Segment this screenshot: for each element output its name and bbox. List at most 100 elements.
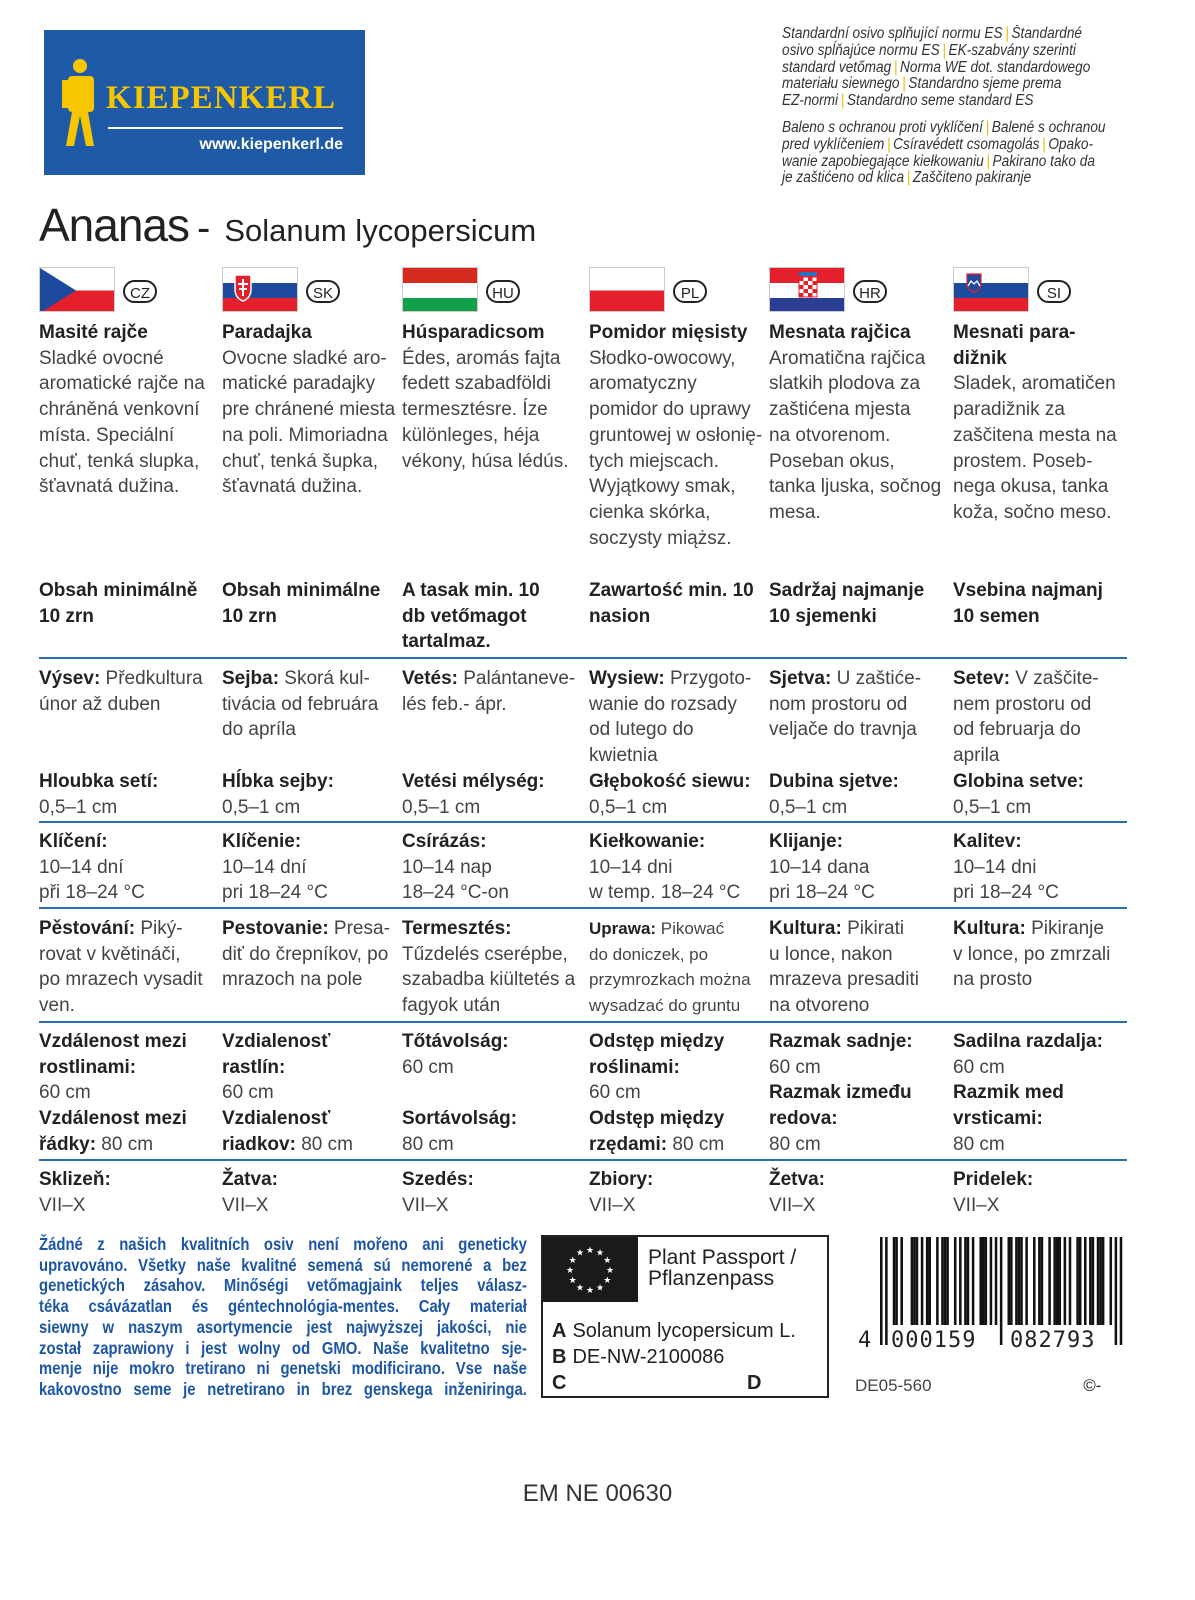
eu-star-icon: ★ [603,1275,611,1285]
standards-text: osivo spĺňajúce normu ES [782,41,940,59]
germination-value: 10–14 dana pri 18–24 °C [769,856,875,904]
harvest-value: VII–X [769,1194,816,1216]
standards-text: Norma WE dot. standardowego [900,58,1091,76]
sowing-value: V zaščite- nem prostoru od od februarja … [953,668,1099,767]
eu-star-icon: ★ [576,1282,584,1292]
barcode-bar [1076,1237,1079,1325]
germination-value: 10–14 nap 18–24 °C-on [402,856,509,904]
harvest: Sklizeň: VII–X [39,1167,111,1218]
plant-spacing-label: Vzdialenosť rastlín: [222,1031,331,1078]
variety-local-name: Pomidor mięsisty [589,322,748,343]
germination-label: Klijanje: [769,831,843,852]
cultivation-value: Presa- diť do črepníkov, po mrazoch na p… [222,918,390,991]
spacing: Vzdálenost mezi rostlinami: 60 cm Vzdálen… [39,1029,187,1158]
plant-spacing: Tőtávolság: 60 cm [402,1029,517,1080]
separator: | [985,118,990,136]
row-spacing-value: 80 cm [769,1133,821,1155]
seed-count: A tasak min. 10 db vetőmagot tartalmaz. [402,580,540,653]
variety-local-name: Paradajka [222,322,312,343]
language-column-si: SI Mesnati para- dižnik Sladek, aromatičen… [953,0,1138,1230]
plant-spacing-label: Sadilna razdalja: [953,1031,1103,1052]
row-spacing: Razmik med vrsticami: 80 cm [953,1080,1103,1157]
cultivation-value: Tűzdelés cserépbe, szabadba kiültetés a … [402,943,576,1017]
barcode-bar [895,1237,898,1325]
divider [39,821,1127,823]
product-description: Mesnati para- dižnik Sladek, aromatičen p… [953,320,1117,526]
row-spacing-value: 80 cm [96,1133,154,1155]
sowing-depth: Dubina sjetve: 0,5–1 cm [769,769,899,820]
divider [39,657,1127,659]
separator: | [986,152,990,170]
standards-text: EK-szabvány szerinti [948,41,1076,59]
cultivation-label: Pěstování: [39,918,136,939]
germination: Csírázás: 10–14 nap 18–24 °C-on [402,829,509,906]
sowing-depth: Globina setve: 0,5–1 cm [953,769,1084,820]
barcode-bar [971,1237,975,1325]
barcode-bar [1020,1237,1023,1325]
standards-text: Zaščiteno pakiranje [912,169,1032,187]
flag-sk-icon [222,267,298,312]
harvest: Szedés: VII–X [402,1167,474,1218]
row-spacing-label: Razmak između redova: [769,1082,912,1130]
sowing: Sejba: Skorá kul- tivácia od februára do… [222,666,378,743]
barcode-bar [1017,1237,1021,1325]
germination-value: 10–14 dni pri 18–24 °C [953,856,1059,904]
passport-row-d: D [747,1372,767,1395]
plant-spacing: Sadilna razdalja: 60 cm [953,1029,1103,1080]
standards-line: standard vetőmag | Norma WE dot. standardo… [782,58,1127,77]
plant-spacing-label: Razmak sadnje: [769,1031,913,1052]
gmo-notice-line: téka csávázatlan és géntechnológia-mente… [39,1296,527,1317]
variety-name: Ananas [39,199,190,251]
barcode-bar [1058,1237,1062,1325]
product-description: Masité rajče Sladké ovocné aromatické raj… [39,320,205,500]
separator: | [840,92,845,110]
barcode-left-digits: 000159 [891,1328,976,1352]
standards-line: Baleno s ochranou proti vyklíčení | Balené… [782,118,1127,137]
cultivation-value: Piký- rovat v květináči, po mrazech vysa… [39,918,203,1017]
lot-code: DE05-560 [855,1376,932,1395]
description-text: Ovocne sladké aro- matické paradajky pre… [222,347,396,498]
barcode-bar [1101,1237,1105,1325]
barcode-bar [1091,1237,1095,1325]
sowing-depth-label: Vetési mélység: [402,771,545,792]
plant-spacing-label: Tőtávolság: [402,1031,509,1052]
barcode-bar [1096,1237,1100,1325]
variety-local-name: Húsparadicsom [402,322,545,343]
harvest-label: Sklizeň: [39,1169,111,1190]
standards-text: standard vetőmag [782,58,892,76]
barcode-bar [1119,1237,1123,1345]
barcode-bar [880,1237,883,1345]
standards-text: EZ-normi [782,92,839,110]
sowing-value: Palántaneve- lés feb.- ápr. [402,668,576,715]
row-spacing-label: Razmik med vrsticami: [953,1082,1064,1130]
separator: | [1042,135,1046,153]
language-column-cz: CZ Masité rajče Sladké ovocné aromatické r… [39,0,224,1230]
description-text: Aromatična rajčica slatkih plodova za za… [769,347,942,523]
row-spacing-label: Vzdialenosť riadkov: [222,1108,331,1155]
flag-si-icon [953,267,1029,312]
plant-spacing: Razmak sadnje: 60 cm [769,1029,913,1080]
sowing-depth-value: 0,5–1 cm [769,796,848,818]
barcode-bar [1053,1237,1056,1325]
language-column-hu: HU Húsparadicsom Édes, aromás fajta fedett… [402,0,587,1230]
eu-star-icon: ★ [603,1255,611,1265]
plant-spacing-value: 60 cm [953,1056,1005,1078]
standards-line: je zaštićeno od klica | Zaščiteno pakiranj… [782,169,1127,187]
product-description: Pomidor mięsisty Słodko-owocowy, aromatyc… [589,320,762,551]
barcode-bar [979,1237,982,1325]
row-key: B [552,1346,567,1368]
plant-spacing-value: 60 cm [769,1056,821,1078]
barcode-bar [1007,1237,1011,1325]
gmo-notice-line: Žádné z našich kvalitních osiv není moře… [39,1234,527,1254]
standards-text: pred vyklíčeniem [782,135,885,153]
cultivation-value: Pikirati u lonce, nakon mrazeva presadit… [769,918,919,1017]
standards-text: Baleno s ochranou proti vyklíčení [782,118,983,136]
cultivation: Kultura: Pikiranje v lonce, po zmrzali n… [953,916,1110,993]
barcode-bar [1063,1237,1067,1325]
eu-star-icon: ★ [569,1255,577,1265]
barcode-bar [982,1237,985,1325]
eu-star-icon: ★ [596,1282,604,1292]
kiepenkerl-logo: KIEPENKERL www.kiepenkerl.de [44,30,365,175]
germination-value: 10–14 dní pri 18–24 °C [222,856,328,904]
sowing-label: Setev: [953,668,1011,689]
